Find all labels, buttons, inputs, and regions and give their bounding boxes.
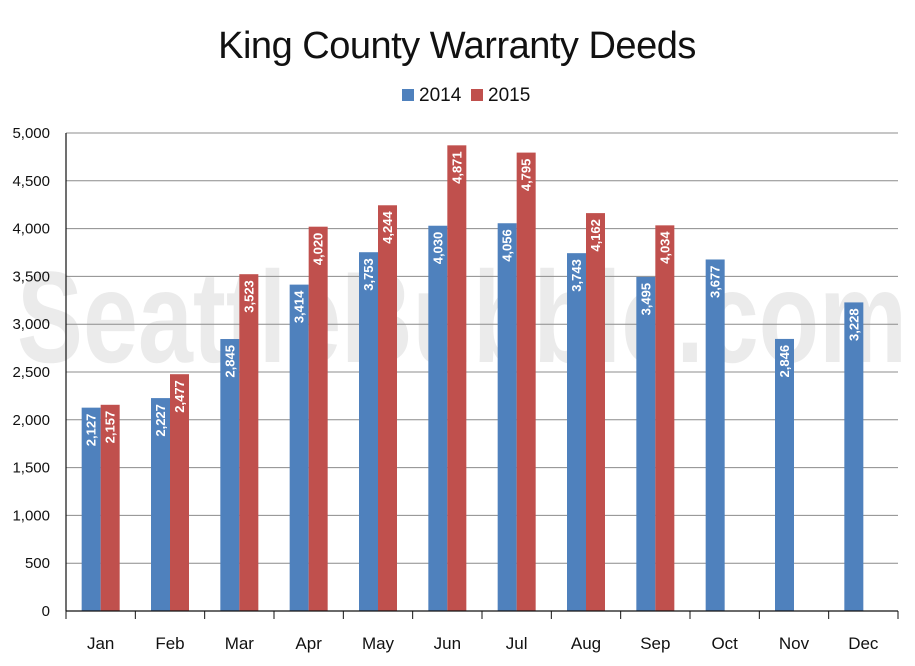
y-tick-label: 0 bbox=[42, 603, 50, 620]
data-label: 4,244 bbox=[380, 211, 395, 244]
data-label: 3,743 bbox=[569, 259, 584, 292]
x-tick-label: Sep bbox=[640, 634, 670, 653]
data-label: 2,157 bbox=[103, 411, 118, 444]
x-tick-label: Aug bbox=[571, 634, 601, 653]
x-tick-label: Apr bbox=[295, 634, 322, 653]
bar-2014-oct bbox=[705, 259, 725, 611]
y-tick-label: 2,000 bbox=[12, 412, 50, 429]
bar-2015-mar bbox=[239, 274, 259, 611]
x-tick-label: Feb bbox=[155, 634, 184, 653]
chart-title: King County Warranty Deeds bbox=[218, 25, 696, 67]
bar-2015-feb bbox=[170, 374, 189, 611]
bar-2015-apr bbox=[308, 226, 328, 612]
bar-2014-feb bbox=[151, 398, 170, 611]
data-label: 4,871 bbox=[449, 151, 464, 184]
bar-2015-jun bbox=[447, 145, 467, 611]
data-label: 3,523 bbox=[241, 280, 256, 313]
data-label: 3,495 bbox=[638, 283, 653, 316]
bars: 2,127 2,157 2,227 2,477 2,845 3,523 3,414 4,020… bbox=[81, 145, 864, 612]
legend: 2014 2015 bbox=[402, 85, 530, 106]
y-tick-label: 500 bbox=[25, 555, 50, 572]
bar-2015-aug bbox=[586, 213, 605, 611]
data-label: 2,845 bbox=[222, 345, 237, 378]
x-tick-label: May bbox=[362, 634, 395, 653]
bar-2014-apr bbox=[289, 284, 309, 611]
y-tick-label: 2,500 bbox=[12, 364, 50, 381]
data-label: 2,227 bbox=[153, 404, 168, 437]
bar-2014-may bbox=[359, 252, 378, 611]
data-label: 4,034 bbox=[657, 231, 672, 264]
bar-2015-jan bbox=[100, 404, 120, 611]
y-tick-label: 4,500 bbox=[12, 173, 50, 190]
data-label: 3,228 bbox=[846, 308, 861, 341]
bar-2014-jul bbox=[497, 223, 517, 611]
data-label: 4,056 bbox=[500, 229, 515, 262]
bar-2014-aug bbox=[567, 253, 586, 612]
bar-2015-sep bbox=[655, 225, 675, 611]
x-tick-label: Mar bbox=[225, 634, 255, 653]
bar-2014-mar bbox=[220, 339, 240, 611]
data-label: 3,677 bbox=[708, 265, 723, 298]
bar-2014-jun bbox=[428, 225, 448, 611]
x-tick-label: Oct bbox=[711, 634, 738, 653]
bar-2015-may bbox=[378, 205, 397, 611]
y-tick-label: 1,000 bbox=[12, 507, 50, 524]
bar-2014-sep bbox=[636, 276, 656, 611]
x-tick-label: Jan bbox=[87, 634, 114, 653]
data-label: 4,020 bbox=[311, 233, 326, 266]
bar-2014-nov bbox=[775, 338, 794, 611]
legend-swatch bbox=[471, 89, 483, 101]
x-axis: Jan Feb Mar Apr May Jun Jul Aug Sep Oct Nov Dec bbox=[65, 133, 899, 653]
data-label: 4,162 bbox=[588, 219, 603, 252]
x-tick-label: Jun bbox=[434, 634, 461, 653]
y-axis: 0 500 1,000 1,500 2,000 2,500 3,000 3,500 4,000 4… bbox=[12, 125, 50, 620]
data-label: 4,795 bbox=[519, 159, 534, 192]
y-tick-label: 3,500 bbox=[12, 268, 50, 285]
y-tick-label: 5,000 bbox=[12, 125, 50, 142]
x-tick-label: Nov bbox=[779, 634, 810, 653]
data-label: 2,127 bbox=[84, 414, 99, 447]
legend-label: 2015 bbox=[488, 85, 530, 106]
y-tick-label: 4,000 bbox=[12, 221, 50, 238]
bar-2014-jan bbox=[81, 407, 101, 611]
data-label: 4,030 bbox=[430, 232, 445, 265]
bar-2014-dec bbox=[844, 302, 864, 611]
legend-swatch bbox=[402, 89, 414, 101]
data-label: 3,753 bbox=[361, 258, 376, 291]
data-label: 2,477 bbox=[172, 380, 187, 413]
data-label: 3,414 bbox=[292, 290, 307, 323]
y-tick-label: 3,000 bbox=[12, 316, 50, 333]
x-tick-label: Dec bbox=[848, 634, 879, 653]
legend-label: 2014 bbox=[419, 85, 462, 106]
x-tick-label: Jul bbox=[506, 634, 528, 653]
bar-2015-jul bbox=[516, 152, 536, 611]
data-label: 2,846 bbox=[777, 345, 792, 378]
y-tick-label: 1,500 bbox=[12, 460, 50, 477]
gridlines bbox=[66, 132, 898, 564]
